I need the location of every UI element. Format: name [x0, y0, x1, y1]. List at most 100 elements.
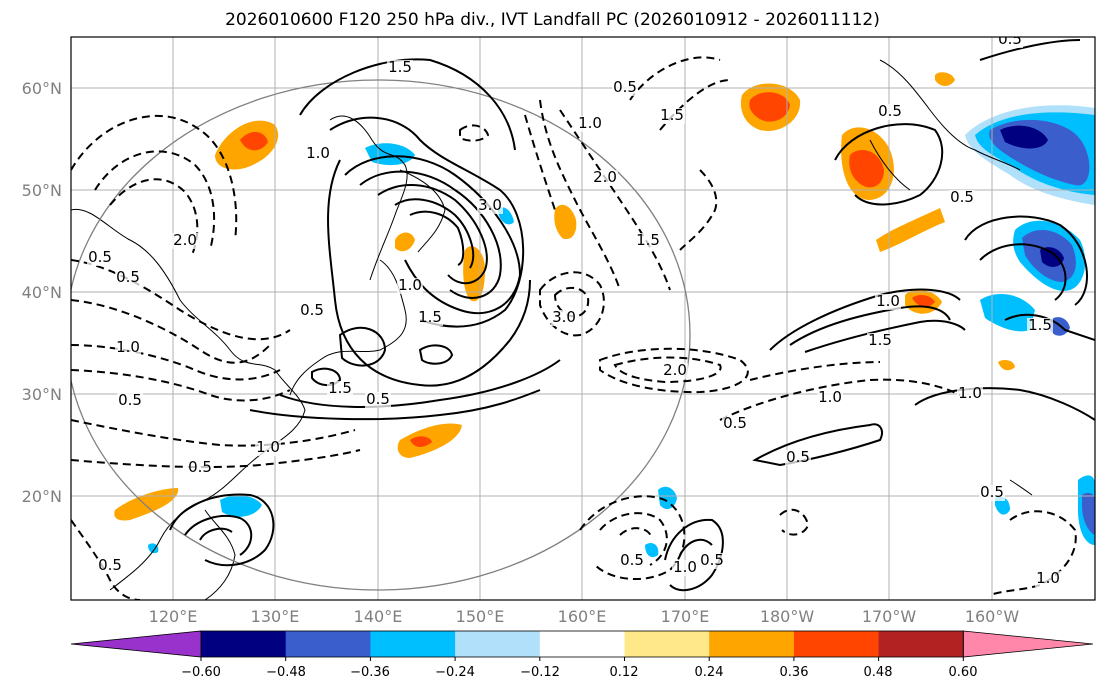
- shade-orange: [998, 359, 1015, 371]
- contour-label-bg: [957, 386, 983, 402]
- shade-cyan: [995, 496, 1010, 515]
- shade-cyan: [645, 543, 659, 558]
- shade-orange: [554, 204, 577, 240]
- contour-label-bg: [115, 340, 141, 356]
- contour-label-bg: [817, 390, 843, 406]
- contour-label: 1.5: [660, 106, 684, 124]
- shade-royalblue: [1082, 492, 1095, 535]
- contour-label: 0.5: [620, 551, 644, 569]
- contour-label-bg: [612, 80, 638, 96]
- contour-label: 0.5: [786, 448, 810, 466]
- contour-label-bg: [305, 146, 331, 162]
- contour-label: 0.5: [613, 78, 637, 96]
- contour-label-bg: [397, 278, 423, 294]
- contour-label-bg: [722, 416, 748, 432]
- shade-navy: [1000, 125, 1048, 149]
- lon-label: 140°E: [354, 607, 403, 626]
- contour-label-bg: [477, 198, 503, 214]
- shade-orange: [395, 232, 415, 252]
- contour-label: 1.0: [116, 338, 140, 356]
- contour-label-bg: [619, 553, 645, 569]
- lon-label: 130°E: [251, 607, 300, 626]
- lat-label: 20°N: [22, 487, 62, 506]
- shading: [114, 72, 1095, 558]
- colorbar-tick: 0.60: [949, 665, 978, 680]
- contour-label: 0.5: [300, 301, 324, 319]
- lon-label: 160°W: [965, 607, 1020, 626]
- contour-label-bg: [365, 392, 391, 408]
- contour-label-bg: [949, 190, 975, 206]
- contour-label: 0.5: [116, 268, 140, 286]
- contour-label: 1.0: [1036, 569, 1060, 587]
- shade-red: [749, 92, 790, 122]
- contour-label-bg: [417, 310, 443, 326]
- lon-label: 170°E: [661, 607, 710, 626]
- contour-label: 3.0: [552, 308, 576, 326]
- colorbar-segment: [878, 631, 964, 657]
- contour-label-bg: [299, 303, 325, 319]
- contour-label-bg: [187, 460, 213, 476]
- contour-label-bg: [87, 250, 113, 266]
- shade-orange: [935, 72, 955, 86]
- colorbar-frame: [200, 630, 964, 658]
- contour-label: 0.5: [980, 483, 1004, 501]
- contour-label: 1.0: [398, 276, 422, 294]
- contour-label-bg: [115, 270, 141, 286]
- contour-label: 1.0: [818, 388, 842, 406]
- lon-label: 160°E: [558, 607, 607, 626]
- contour-label: 1.5: [328, 379, 352, 397]
- colorbar-segment: [201, 631, 287, 657]
- contour-label: 0.5: [188, 458, 212, 476]
- contour-label: 1.0: [256, 438, 280, 456]
- contour-label: 1.0: [673, 558, 697, 576]
- colorbar-segment: [455, 631, 541, 657]
- contour-label: 1.5: [418, 308, 442, 326]
- contour-labels: 1.51.01.02.00.50.50.53.01.51.01.5 3.00.5 1…: [87, 37, 1061, 587]
- chart-title: 2026010600 F120 250 hPa div., IVT Landfa…: [225, 10, 880, 30]
- contour-label: 1.5: [1028, 316, 1052, 334]
- contour-label: 2.0: [593, 168, 617, 186]
- contour-label-bg: [551, 310, 577, 326]
- lon-label: 120°E: [149, 607, 198, 626]
- contour-label-bg: [877, 104, 903, 120]
- lat-axis: 60°N 50°N 40°N 30°N 20°N: [22, 79, 62, 506]
- contour-label-bg: [387, 60, 413, 76]
- colorbar-tick: 0.12: [610, 665, 639, 680]
- colorbar-segment: [285, 631, 371, 657]
- map-frame: [70, 36, 1096, 601]
- colorbar-segments: [70, 630, 1094, 661]
- shade-cyan: [148, 543, 159, 554]
- contour-label-bg: [172, 233, 198, 249]
- contour-label: 2.0: [663, 361, 687, 379]
- shade-red: [410, 436, 432, 447]
- colorbar-tick: 0.36: [780, 665, 809, 680]
- contour-label: 1.0: [578, 114, 602, 132]
- contour-label: 0.5: [98, 556, 122, 574]
- contour-label-bg: [997, 37, 1023, 48]
- positive-contours: [169, 39, 1095, 592]
- contour-label-bg: [659, 108, 685, 124]
- contour-label-bg: [117, 393, 143, 409]
- contour-label-bg: [662, 363, 688, 379]
- colorbar-segment: [539, 631, 625, 657]
- contour-label: 2.0: [173, 231, 197, 249]
- shade-cyan: [980, 294, 1035, 332]
- contour-label-bg: [875, 294, 901, 310]
- shade-red: [912, 295, 935, 307]
- colorbar-segment: [793, 631, 880, 657]
- contour-label-bg: [327, 381, 353, 397]
- colorbar-extend-high: [962, 630, 1094, 658]
- contour-label-bg: [979, 485, 1005, 501]
- map-area: 1.51.01.02.00.50.50.53.01.51.01.5 3.00.5 1…: [71, 37, 1095, 600]
- contour-label: 1.0: [306, 144, 330, 162]
- contour-label: 0.5: [88, 248, 112, 266]
- contour-label-bg: [1027, 318, 1053, 334]
- contour-label-bg: [255, 440, 281, 456]
- lat-label: 40°N: [22, 283, 62, 302]
- colorbar: −0.60 −0.48 −0.36 −0.24 −0.12 0.12 0.24 …: [70, 630, 1094, 680]
- contour-label-bg: [635, 233, 661, 249]
- contour-label: 0.5: [700, 551, 724, 569]
- contour-label: 1.5: [868, 331, 892, 349]
- contour-label: 3.0: [478, 196, 502, 214]
